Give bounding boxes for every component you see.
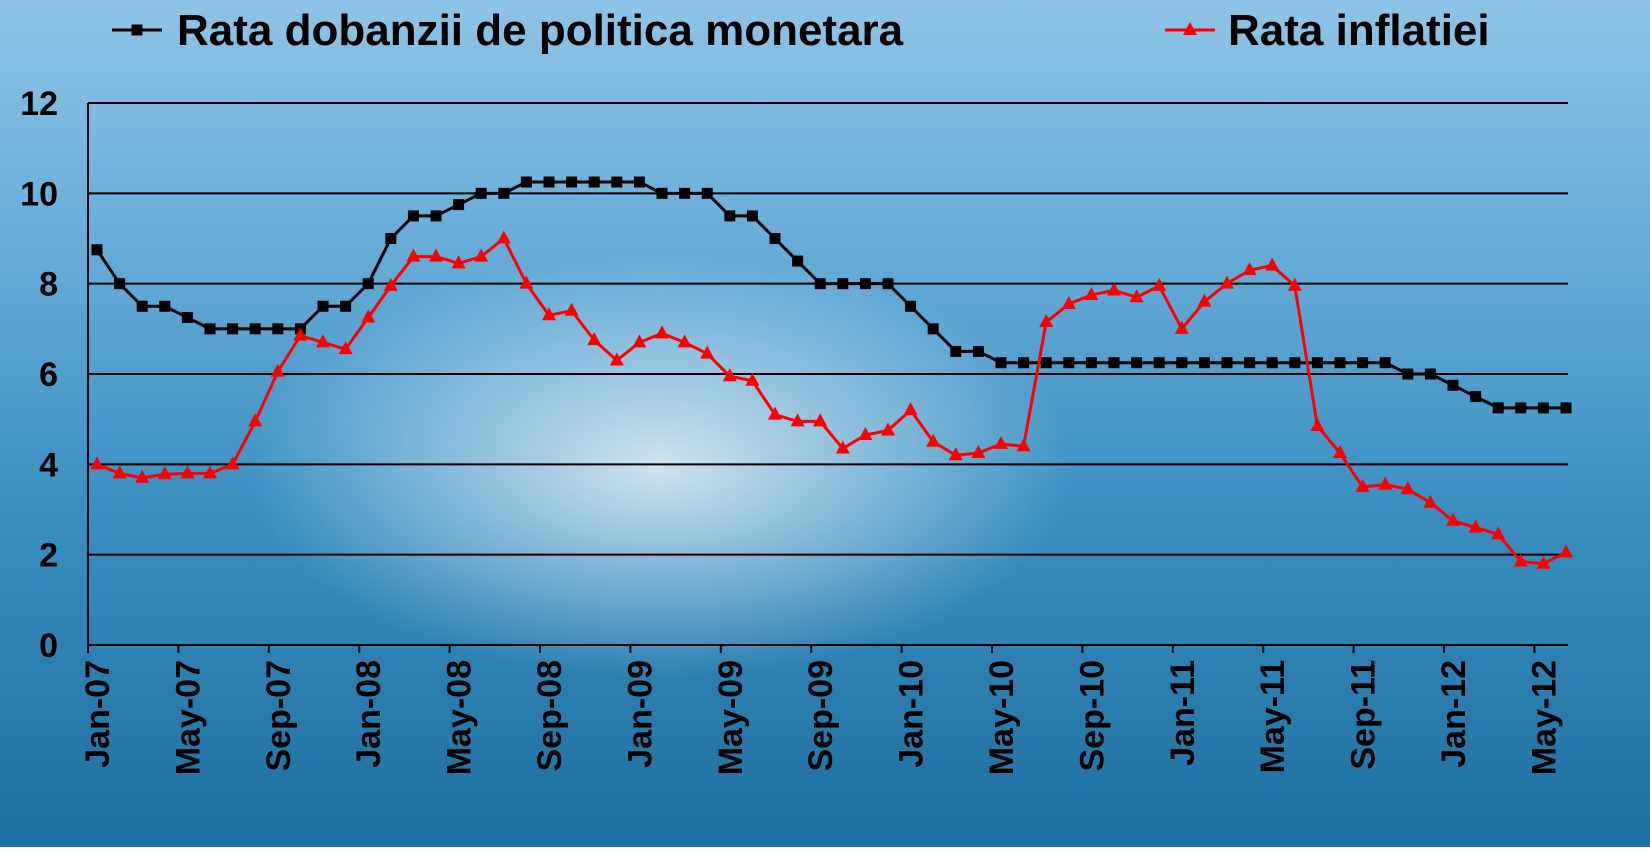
- data-point: [453, 199, 464, 210]
- data-point: [498, 188, 509, 199]
- data-point: [205, 323, 216, 334]
- y-tick-label: 4: [39, 446, 58, 484]
- x-tick-label: May-08: [441, 660, 479, 775]
- data-point: [385, 233, 396, 244]
- data-point: [950, 346, 961, 357]
- data-point: [1176, 357, 1187, 368]
- data-point: [227, 323, 238, 334]
- x-tick-label: May-09: [712, 660, 750, 775]
- data-point: [1335, 357, 1346, 368]
- data-point: [1041, 357, 1052, 368]
- y-tick-label: 8: [39, 266, 58, 304]
- x-tick-label: May-07: [169, 660, 207, 775]
- x-tick-label: May-10: [983, 660, 1021, 775]
- data-point: [747, 210, 758, 221]
- data-point: [1380, 357, 1391, 368]
- data-point: [928, 323, 939, 334]
- data-point: [634, 177, 645, 188]
- data-point: [431, 210, 442, 221]
- data-point: [250, 323, 261, 334]
- data-point: [566, 177, 577, 188]
- data-point: [544, 177, 555, 188]
- data-point: [679, 188, 690, 199]
- data-point: [1448, 380, 1459, 391]
- x-tick-label: Jan-11: [1164, 660, 1202, 766]
- data-point: [1154, 357, 1165, 368]
- data-point: [792, 256, 803, 267]
- data-point: [1470, 391, 1481, 402]
- data-point: [996, 357, 1007, 368]
- data-point: [1561, 402, 1572, 413]
- data-point: [702, 188, 713, 199]
- x-tick-label: May-12: [1525, 660, 1563, 775]
- data-point: [611, 177, 622, 188]
- data-point: [521, 177, 532, 188]
- data-point: [92, 244, 103, 255]
- data-point: [883, 278, 894, 289]
- data-point: [363, 278, 374, 289]
- data-point: [1131, 357, 1142, 368]
- data-point: [1493, 402, 1504, 413]
- data-point: [1425, 369, 1436, 380]
- data-point: [1515, 402, 1526, 413]
- data-point: [1402, 369, 1413, 380]
- data-point: [1267, 357, 1278, 368]
- x-tick-label: Sep-09: [802, 660, 840, 772]
- data-point: [724, 210, 735, 221]
- data-point: [657, 188, 668, 199]
- data-point: [340, 301, 351, 312]
- data-point: [973, 346, 984, 357]
- x-tick-label: Jan-08: [350, 660, 388, 768]
- y-tick-label: 10: [20, 175, 58, 213]
- data-point: [476, 188, 487, 199]
- x-tick-label: Jan-09: [621, 660, 659, 768]
- x-tick-label: Jan-10: [893, 660, 931, 768]
- data-point: [815, 278, 826, 289]
- data-point: [1357, 357, 1368, 368]
- x-tick-label: May-11: [1254, 660, 1292, 773]
- x-tick-label: Sep-10: [1073, 660, 1111, 772]
- data-point: [1109, 357, 1120, 368]
- data-point: [905, 301, 916, 312]
- data-point: [1312, 357, 1323, 368]
- data-point: [408, 210, 419, 221]
- y-tick-label: 0: [39, 627, 58, 665]
- data-point: [1063, 357, 1074, 368]
- y-tick-label: 2: [39, 537, 58, 575]
- data-point: [114, 278, 125, 289]
- legend-label: Rata inflatiei: [1228, 6, 1490, 55]
- x-tick-label: Jan-07: [79, 660, 117, 768]
- data-point: [137, 301, 148, 312]
- data-point: [1538, 402, 1549, 413]
- data-point: [318, 301, 329, 312]
- data-point: [1018, 357, 1029, 368]
- data-point: [770, 233, 781, 244]
- data-point: [182, 312, 193, 323]
- legend-label: Rata dobanzii de politica monetara: [177, 6, 904, 55]
- chart: 0 2 4 6 8 10 12 Jan-07 May-07 Sep-07 Jan-08 May-08 S…: [0, 0, 1650, 847]
- data-point: [1244, 357, 1255, 368]
- data-point: [589, 177, 600, 188]
- data-point: [1086, 357, 1097, 368]
- data-point: [1289, 357, 1300, 368]
- y-tick-label: 6: [39, 356, 58, 394]
- data-point: [1199, 357, 1210, 368]
- x-tick-label: Sep-11: [1345, 660, 1383, 770]
- data-point: [159, 301, 170, 312]
- legend-marker: [132, 25, 143, 36]
- x-tick-label: Sep-08: [531, 660, 569, 772]
- x-tick-label: Sep-07: [260, 660, 298, 772]
- y-tick-label: 12: [20, 85, 58, 123]
- data-point: [1222, 357, 1233, 368]
- data-point: [860, 278, 871, 289]
- data-point: [837, 278, 848, 289]
- data-point: [272, 323, 283, 334]
- x-tick-label: Jan-12: [1435, 660, 1473, 768]
